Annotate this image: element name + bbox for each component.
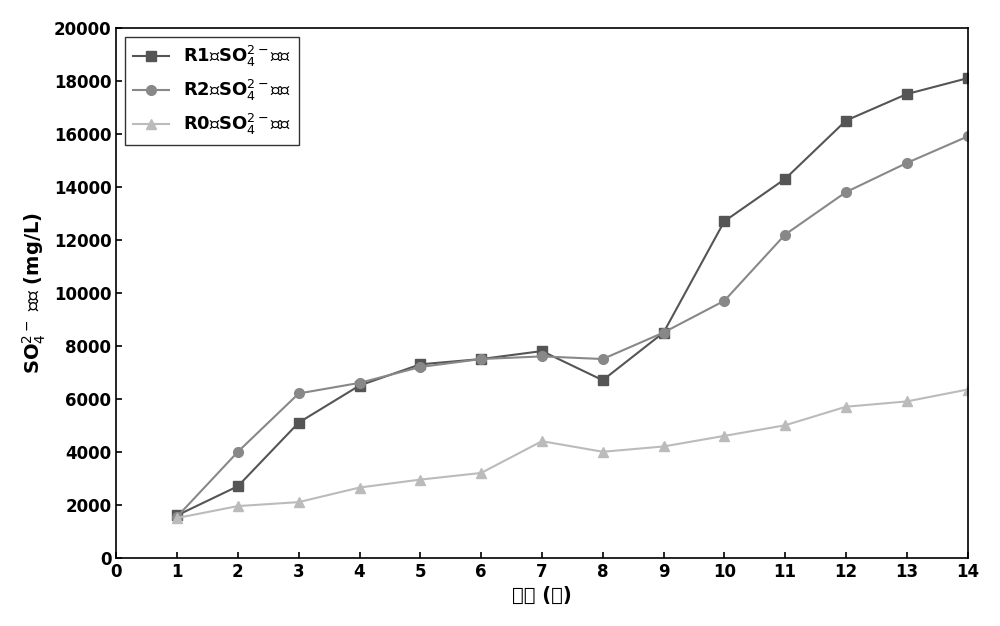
Legend: R1的SO$_4^{2-}$浓度, R2的SO$_4^{2-}$浓度, R0的SO$_4^{2-}$浓度: R1的SO$_4^{2-}$浓度, R2的SO$_4^{2-}$浓度, R0的S…	[125, 37, 299, 145]
Y-axis label: SO$_4^{2-}$ 浓度 (mg/L): SO$_4^{2-}$ 浓度 (mg/L)	[21, 212, 48, 374]
X-axis label: 时间 (天): 时间 (天)	[512, 586, 572, 605]
